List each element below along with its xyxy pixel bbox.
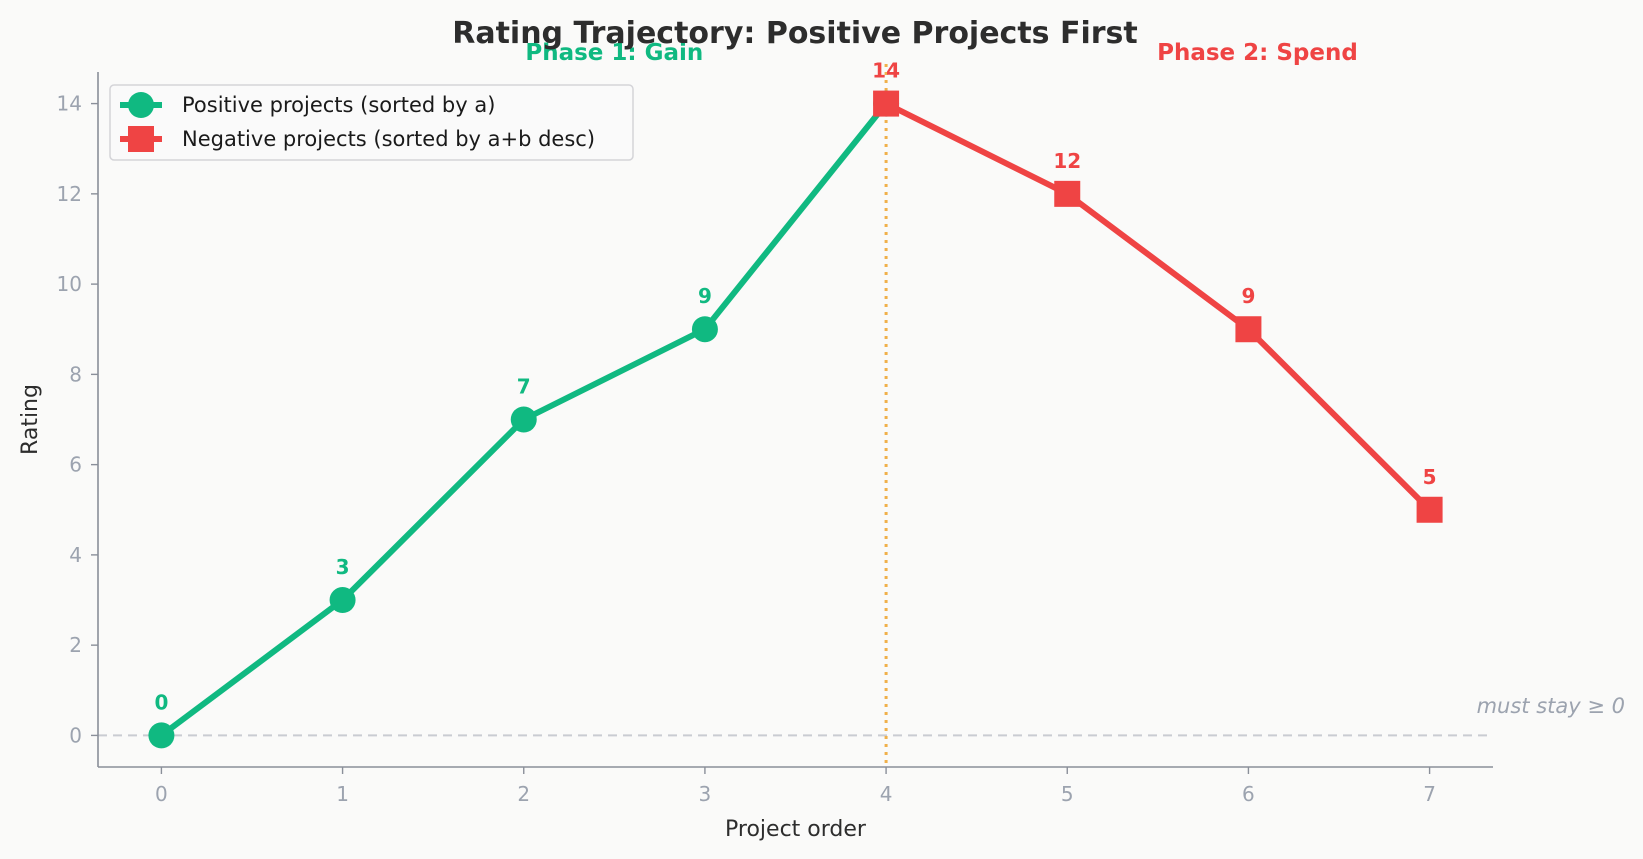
data-point-square bbox=[1416, 496, 1443, 523]
x-tick-label: 2 bbox=[517, 782, 530, 806]
data-label: 14 bbox=[872, 59, 900, 83]
x-tick-label: 6 bbox=[1242, 782, 1255, 806]
legend-marker-square bbox=[128, 126, 154, 152]
legend-marker-circle bbox=[128, 92, 154, 118]
data-label: 0 bbox=[154, 690, 168, 714]
data-label: 3 bbox=[336, 555, 350, 579]
y-tick-label: 6 bbox=[69, 453, 82, 477]
x-tick-label: 0 bbox=[155, 782, 168, 806]
data-point-circle bbox=[148, 722, 175, 749]
x-axis-label: Project order bbox=[725, 817, 867, 842]
data-label: 12 bbox=[1053, 149, 1081, 173]
x-tick-label: 1 bbox=[336, 782, 349, 806]
threshold-label: must stay ≥ 0 bbox=[1477, 694, 1625, 718]
data-point-square bbox=[873, 90, 900, 117]
y-tick-label: 2 bbox=[69, 633, 82, 657]
chart-title: Rating Trajectory: Positive Projects Fir… bbox=[452, 16, 1138, 51]
y-tick-label: 0 bbox=[69, 723, 82, 747]
data-point-circle bbox=[510, 406, 537, 433]
y-tick-label: 10 bbox=[57, 272, 82, 296]
x-tick-label: 3 bbox=[699, 782, 712, 806]
x-tick-label: 5 bbox=[1061, 782, 1074, 806]
data-point-circle bbox=[329, 587, 356, 614]
legend-entry-label: Positive projects (sorted by a) bbox=[182, 93, 495, 117]
data-point-square bbox=[1235, 316, 1262, 343]
y-tick-label: 4 bbox=[69, 543, 82, 567]
y-tick-label: 12 bbox=[57, 182, 82, 206]
data-label: 5 bbox=[1423, 465, 1437, 489]
series-line-negative bbox=[883, 100, 1433, 513]
phase-1-label: Phase 1: Gain bbox=[525, 40, 703, 66]
y-tick-label: 8 bbox=[69, 362, 82, 386]
data-label: 9 bbox=[698, 284, 712, 308]
x-tick-label: 7 bbox=[1423, 782, 1436, 806]
legend-entry-label: Negative projects (sorted by a+b desc) bbox=[182, 127, 595, 151]
data-point-circle bbox=[691, 316, 718, 343]
data-label: 9 bbox=[1241, 284, 1255, 308]
legend-box bbox=[109, 84, 634, 161]
data-label: 7 bbox=[517, 375, 531, 399]
y-tick-label: 14 bbox=[57, 92, 82, 116]
x-tick-label: 4 bbox=[880, 782, 893, 806]
data-point-square bbox=[1054, 180, 1081, 207]
phase-2-label: Phase 2: Spend bbox=[1157, 40, 1358, 66]
y-axis-label: Rating bbox=[18, 384, 43, 455]
